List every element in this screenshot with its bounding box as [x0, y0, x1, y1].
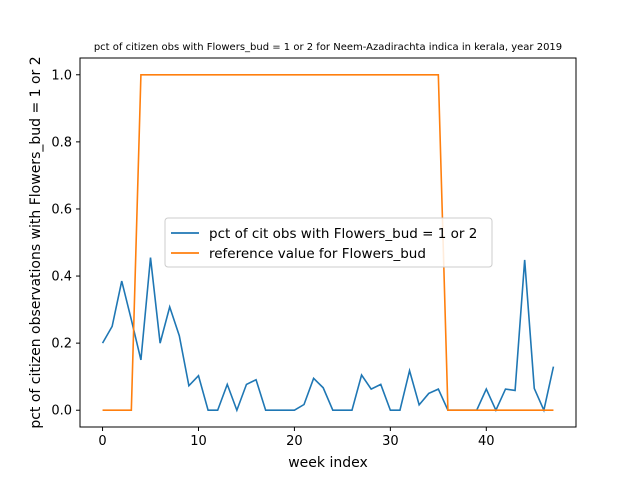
y-tick-label: 0.8 — [51, 135, 72, 150]
x-tick-label: 0 — [98, 434, 106, 449]
y-axis-label: pct of citizen observations with Flowers… — [28, 56, 44, 428]
chart-title: pct of citizen obs with Flowers_bud = 1 … — [94, 42, 562, 53]
legend-label-1: reference value for Flowers_bud — [209, 246, 426, 262]
y-tick-label: 0.6 — [51, 202, 72, 217]
x-tick-label: 30 — [382, 434, 399, 449]
legend-label-0: pct of cit obs with Flowers_bud = 1 or 2 — [209, 226, 477, 242]
x-tick-label: 40 — [478, 434, 495, 449]
x-tick-label: 10 — [190, 434, 207, 449]
plot-area — [101, 73, 555, 413]
x-axis-label: week index — [288, 455, 368, 471]
axis-ticks: 0 10 20 30 40 0.0 0.2 0.4 0.6 0.8 1.0 — [51, 68, 494, 449]
series-line-0 — [101, 257, 555, 413]
y-tick-label: 1.0 — [51, 68, 72, 83]
y-tick-label: 0.0 — [51, 404, 72, 419]
x-tick-label: 20 — [286, 434, 303, 449]
plot-frame — [79, 57, 577, 428]
series-line-1 — [102, 73, 554, 412]
legend: pct of cit obs with Flowers_bud = 1 or 2… — [164, 217, 493, 268]
legend-box — [164, 217, 493, 268]
y-tick-label: 0.2 — [51, 337, 72, 352]
y-tick-label: 0.4 — [51, 270, 72, 285]
